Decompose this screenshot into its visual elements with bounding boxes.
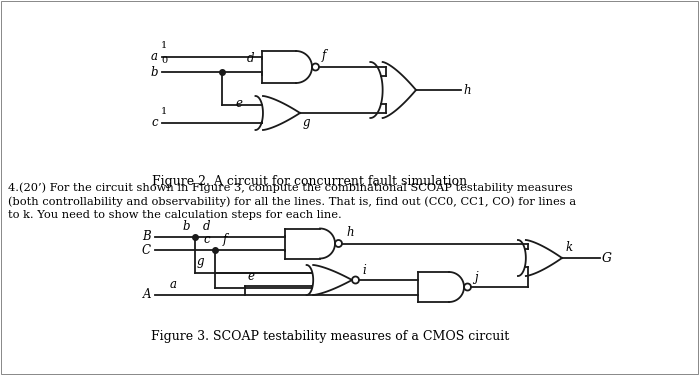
Text: Figure 3. SCOAP testability measures of a CMOS circuit: Figure 3. SCOAP testability measures of …: [151, 330, 509, 343]
Text: c: c: [151, 117, 158, 129]
Text: g: g: [303, 116, 311, 129]
Text: h: h: [463, 84, 470, 96]
Text: f: f: [322, 49, 326, 62]
Text: a: a: [170, 278, 177, 291]
Text: e: e: [247, 270, 254, 283]
Text: 1: 1: [161, 41, 167, 50]
Text: k: k: [566, 241, 573, 254]
Text: i: i: [362, 264, 365, 277]
Text: b: b: [183, 220, 190, 233]
Text: 4.(20’) For the circuit shown in Figure 3, compute the combinational SCOAP testa: 4.(20’) For the circuit shown in Figure …: [8, 182, 573, 193]
Text: A: A: [143, 288, 151, 302]
Text: 0: 0: [161, 56, 167, 65]
Text: d: d: [203, 220, 211, 233]
Text: c: c: [204, 233, 210, 246]
Text: to k. You need to show the calculation steps for each line.: to k. You need to show the calculation s…: [8, 210, 342, 220]
Text: h: h: [346, 226, 354, 240]
Text: Figure 2. A circuit for concurrent fault simulation: Figure 2. A circuit for concurrent fault…: [153, 175, 468, 188]
Text: e: e: [236, 97, 243, 110]
Text: g: g: [197, 255, 204, 268]
Text: d: d: [246, 52, 254, 65]
Text: (both controllability and observability) for all the lines. That is, find out (C: (both controllability and observability)…: [8, 196, 576, 207]
Text: G: G: [602, 252, 612, 264]
Text: B: B: [142, 231, 151, 243]
Text: b: b: [150, 66, 158, 78]
Text: a: a: [151, 51, 158, 63]
Text: j: j: [474, 271, 477, 284]
Text: 1: 1: [161, 107, 167, 116]
Text: C: C: [142, 243, 151, 256]
Text: f: f: [223, 233, 228, 246]
